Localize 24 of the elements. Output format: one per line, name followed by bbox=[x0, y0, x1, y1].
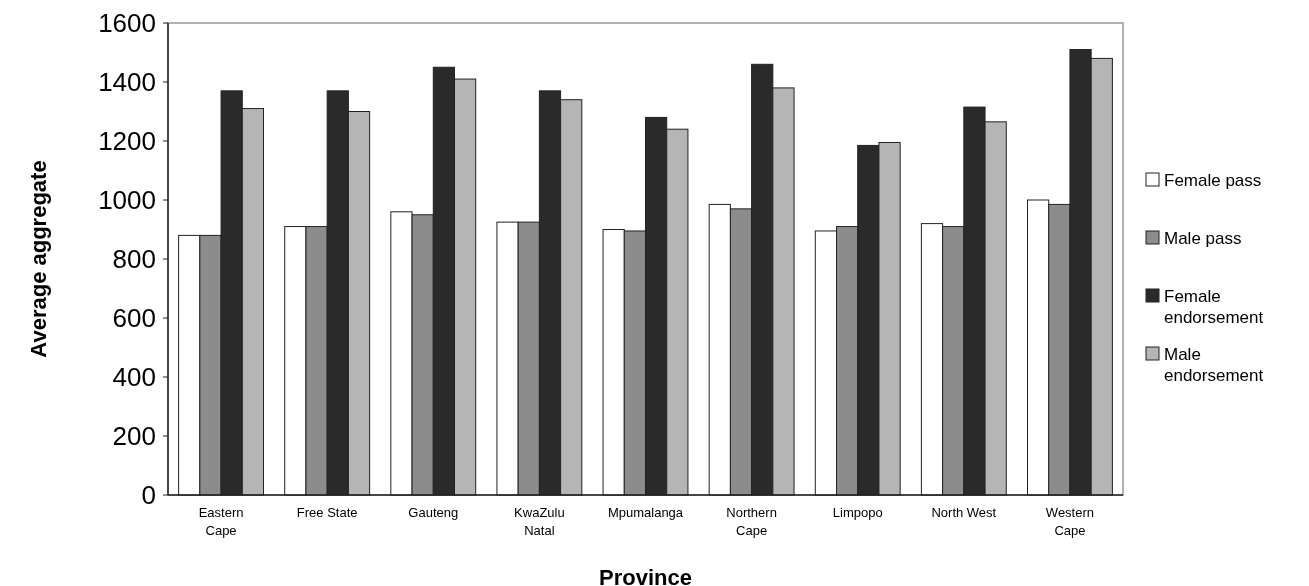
x-tick-label: North West bbox=[931, 505, 997, 520]
x-tick-label: Western Cape bbox=[1045, 505, 1095, 538]
y-tick-label: 400 bbox=[112, 362, 156, 393]
x-tick-label: Gauteng bbox=[408, 505, 459, 520]
x-tick-label: Mpumalanga bbox=[607, 505, 684, 520]
legend-label: Male endorsement bbox=[1164, 344, 1264, 385]
y-tick-label: 0 bbox=[141, 480, 156, 511]
x-tick-label: Limpopo bbox=[832, 505, 883, 520]
y-tick-label: 1600 bbox=[98, 8, 156, 39]
x-tick-label: Northern Cape bbox=[726, 505, 777, 538]
x-tick-label: Free State bbox=[296, 505, 358, 520]
y-tick-label: 1400 bbox=[98, 67, 156, 98]
y-tick-label: 1000 bbox=[98, 185, 156, 216]
x-axis-title: Province bbox=[599, 565, 692, 586]
x-tick-label: Eastern Cape bbox=[198, 505, 244, 538]
x-tick-label: KwaZulu Natal bbox=[514, 505, 565, 538]
y-tick-label: 200 bbox=[112, 421, 156, 452]
legend-label: Male pass bbox=[1164, 228, 1242, 248]
y-tick-label: 800 bbox=[112, 244, 156, 275]
legend-label: Female endorsement bbox=[1164, 286, 1264, 327]
y-tick-label: 1200 bbox=[98, 126, 156, 157]
legend-label: Female pass bbox=[1164, 170, 1262, 190]
y-tick-label: 600 bbox=[112, 303, 156, 334]
y-axis-title: Average aggregate bbox=[26, 160, 51, 358]
